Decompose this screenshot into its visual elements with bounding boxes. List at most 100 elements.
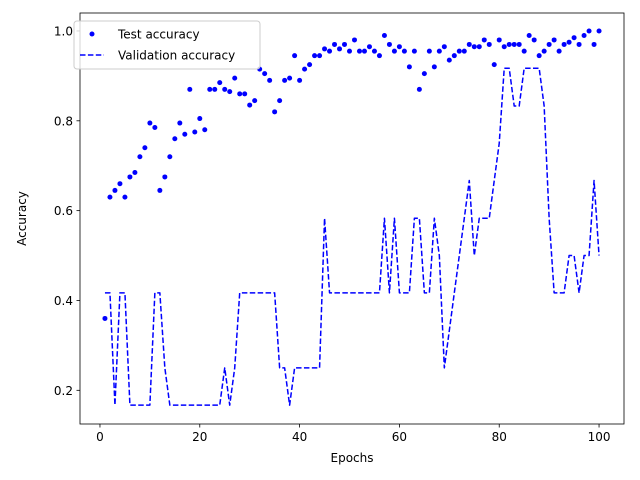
data-point-test-accuracy — [137, 154, 143, 160]
data-point-test-accuracy — [471, 44, 477, 50]
data-point-test-accuracy — [581, 32, 587, 38]
data-point-test-accuracy — [421, 71, 427, 77]
data-point-test-accuracy — [177, 120, 183, 126]
data-point-test-accuracy — [546, 41, 552, 47]
data-point-test-accuracy — [366, 44, 372, 50]
data-point-test-accuracy — [381, 32, 387, 38]
data-point-test-accuracy — [237, 91, 243, 97]
data-point-test-accuracy — [112, 187, 118, 193]
data-point-test-accuracy — [232, 75, 238, 81]
data-point-test-accuracy — [486, 41, 492, 47]
data-point-test-accuracy — [172, 136, 178, 142]
data-point-test-accuracy — [451, 53, 457, 59]
data-point-test-accuracy — [152, 125, 158, 131]
plot-frame — [79, 12, 625, 425]
data-point-test-accuracy — [292, 53, 298, 59]
x-tick-label: 20 — [192, 430, 207, 444]
data-point-test-accuracy — [277, 98, 283, 104]
data-point-test-accuracy — [576, 41, 582, 47]
data-point-test-accuracy — [197, 116, 203, 122]
data-point-test-accuracy — [247, 102, 253, 108]
data-point-test-accuracy — [416, 86, 422, 92]
x-tick-label: 60 — [392, 430, 407, 444]
data-point-test-accuracy — [361, 48, 367, 54]
data-point-test-accuracy — [317, 53, 323, 59]
data-point-test-accuracy — [117, 181, 123, 187]
legend-marker-test-accuracy — [89, 31, 95, 37]
data-point-test-accuracy — [307, 62, 313, 68]
data-point-test-accuracy — [596, 28, 602, 34]
data-point-test-accuracy — [347, 48, 352, 54]
data-point-test-accuracy — [302, 66, 308, 72]
data-point-test-accuracy — [212, 86, 218, 92]
data-point-test-accuracy — [526, 32, 532, 38]
data-point-test-accuracy — [267, 77, 273, 83]
data-point-test-accuracy — [182, 131, 188, 137]
data-point-test-accuracy — [386, 41, 392, 47]
x-tick-label: 80 — [492, 430, 507, 444]
x-tick-label: 100 — [588, 430, 611, 444]
y-tick-label: 0.4 — [54, 294, 73, 308]
data-point-test-accuracy — [262, 71, 268, 77]
data-point-test-accuracy — [312, 53, 318, 59]
data-point-test-accuracy — [506, 41, 512, 47]
data-point-test-accuracy — [157, 187, 163, 193]
data-point-test-accuracy — [551, 37, 557, 43]
data-point-test-accuracy — [192, 129, 198, 135]
data-point-test-accuracy — [481, 37, 487, 43]
data-point-test-accuracy — [376, 53, 382, 59]
data-point-test-accuracy — [536, 53, 542, 59]
data-point-test-accuracy — [396, 44, 402, 50]
data-point-test-accuracy — [127, 174, 133, 180]
data-point-test-accuracy — [491, 62, 497, 68]
legend-box — [73, 20, 261, 70]
data-point-test-accuracy — [371, 48, 377, 54]
y-axis: 0.2 0.4 0.6 0.8 1.0 — [54, 24, 80, 398]
data-point-test-accuracy — [441, 44, 447, 50]
data-point-test-accuracy — [561, 41, 567, 47]
data-point-test-accuracy — [107, 194, 113, 200]
data-point-test-accuracy — [342, 41, 348, 47]
data-point-test-accuracy — [456, 48, 462, 54]
data-point-test-accuracy — [356, 48, 362, 54]
data-point-test-accuracy — [227, 89, 233, 95]
data-point-test-accuracy — [496, 37, 502, 43]
data-point-test-accuracy — [591, 41, 597, 47]
data-point-test-accuracy — [426, 48, 432, 54]
data-point-test-accuracy — [406, 64, 412, 70]
data-point-test-accuracy — [401, 48, 407, 54]
plot-area — [79, 12, 625, 425]
data-point-test-accuracy — [541, 48, 547, 54]
data-point-test-accuracy — [147, 120, 153, 126]
legend-label-validation-accuracy: Validation accuracy — [118, 49, 235, 63]
data-point-test-accuracy — [217, 80, 223, 86]
data-point-test-accuracy — [476, 44, 482, 50]
data-point-test-accuracy — [431, 64, 437, 70]
legend-label-test-accuracy: Test accuracy — [117, 28, 200, 42]
data-point-test-accuracy — [352, 37, 357, 43]
data-point-test-accuracy — [167, 154, 173, 160]
data-point-test-accuracy — [202, 127, 208, 133]
data-point-test-accuracy — [102, 315, 108, 321]
data-point-test-accuracy — [391, 48, 397, 54]
data-point-test-accuracy — [252, 98, 258, 104]
data-point-test-accuracy — [411, 48, 417, 54]
data-point-test-accuracy — [516, 41, 522, 47]
data-point-test-accuracy — [272, 109, 278, 115]
data-point-test-accuracy — [142, 145, 148, 151]
x-axis: 0 20 40 60 80 100 — [96, 424, 610, 444]
y-tick-label: 0.6 — [54, 204, 73, 218]
data-point-test-accuracy — [511, 41, 517, 47]
data-point-test-accuracy — [461, 48, 467, 54]
data-point-test-accuracy — [122, 194, 128, 200]
x-tick-label: 0 — [96, 430, 104, 444]
data-point-test-accuracy — [586, 28, 592, 34]
data-point-test-accuracy — [436, 48, 442, 54]
data-point-test-accuracy — [327, 48, 333, 54]
data-point-test-accuracy — [571, 35, 577, 41]
data-point-test-accuracy — [556, 48, 562, 54]
data-point-test-accuracy — [287, 75, 293, 81]
data-point-test-accuracy — [132, 169, 138, 175]
data-point-test-accuracy — [566, 39, 572, 45]
